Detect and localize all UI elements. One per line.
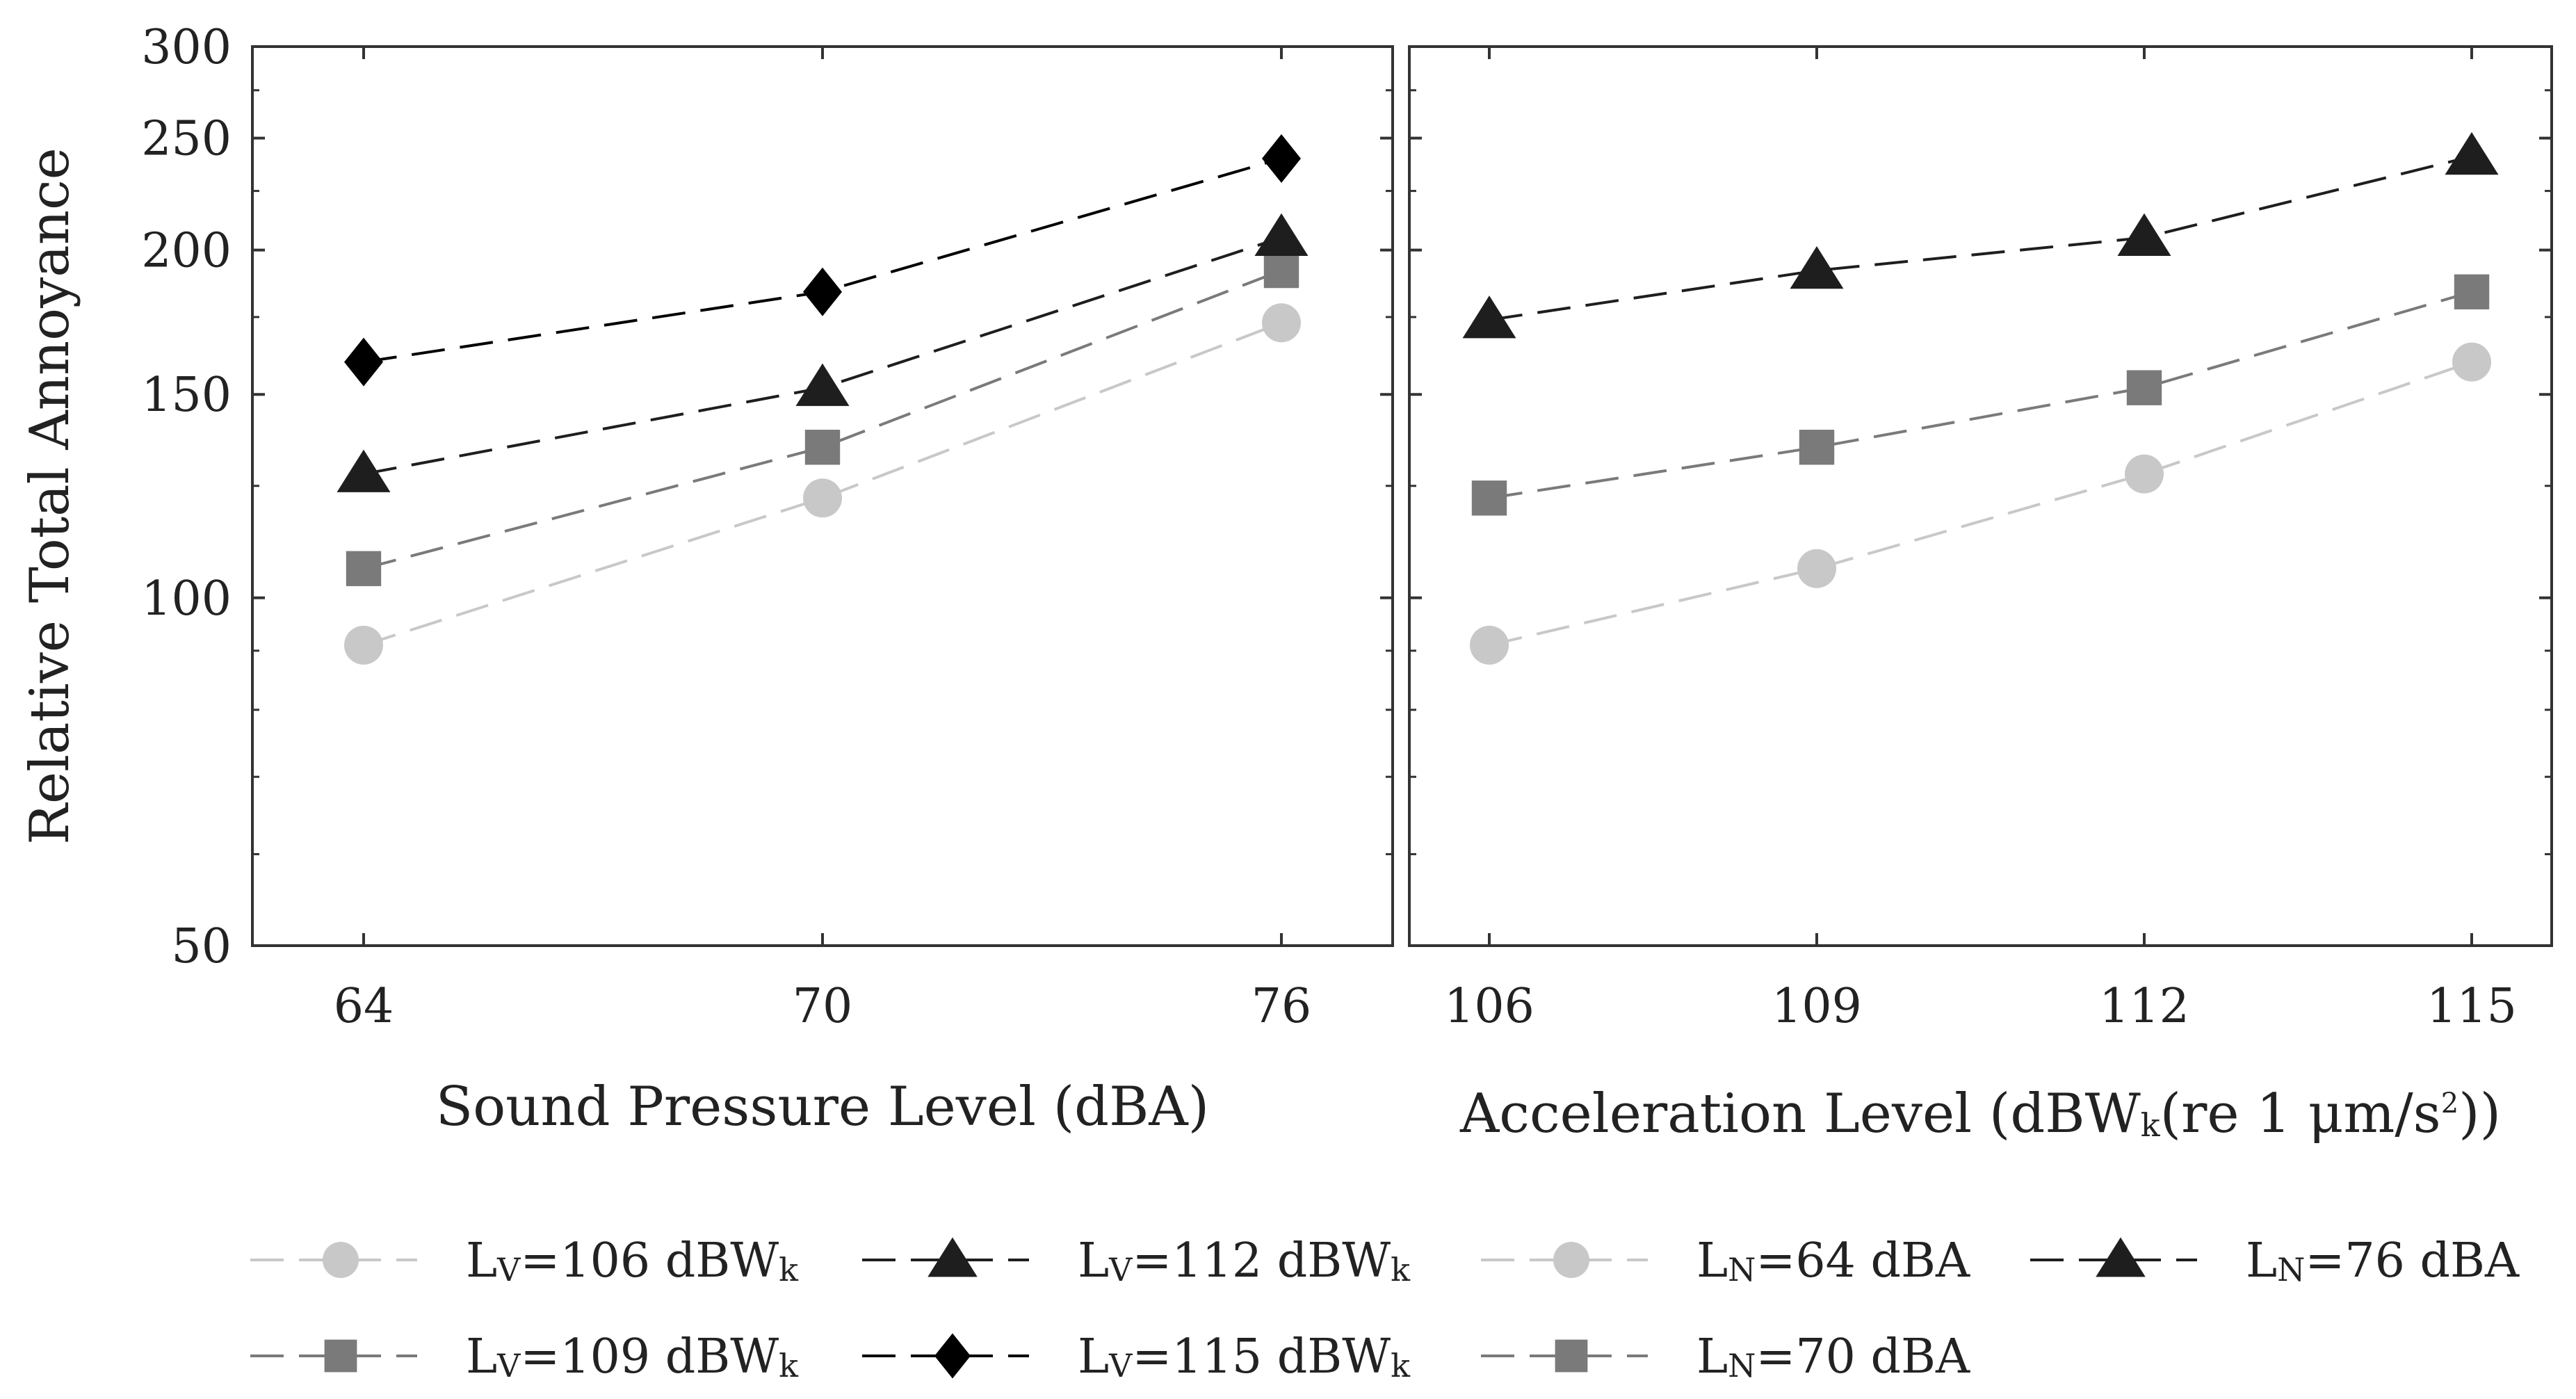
x-tick-label: 64 [334, 979, 394, 1034]
legend-marker [934, 1333, 971, 1379]
x-axis-title: Acceleration Level (dBWk(re 1 μm/s2)) [1459, 1083, 2501, 1145]
legend-item: LV=109 dBWk [250, 1329, 799, 1384]
plot-frame [1408, 45, 2553, 947]
data-point [344, 337, 383, 387]
data-point [804, 430, 841, 465]
left-panel: 50 100 150 200 250 300 64 70 76 Relative Total An… [19, 20, 1394, 1138]
data-point [803, 478, 842, 518]
data-point [2126, 370, 2162, 405]
data-point [337, 449, 391, 492]
data-point [2454, 274, 2490, 309]
legend-label: LV=109 dBWk [466, 1329, 799, 1384]
x-tick-label: 76 [1251, 979, 1312, 1034]
y-tick-label: 300 [141, 20, 232, 75]
data-point [795, 363, 850, 406]
x-tick-label: 109 [1772, 979, 1862, 1034]
legend-label: LN=64 dBA [1696, 1234, 1970, 1288]
legend-marker [1553, 1242, 1589, 1278]
legend-item: LN=76 dBA [2030, 1234, 2520, 1288]
legend-label: LN=70 dBA [1696, 1329, 1970, 1384]
series-line [1489, 155, 2472, 322]
x-tick-label: 70 [793, 979, 853, 1034]
y-tick-label: 50 [171, 919, 232, 974]
legend-label: LV=106 dBWk [466, 1234, 799, 1288]
data-point [346, 551, 382, 586]
data-point [1790, 246, 1844, 289]
legend-marker [2096, 1237, 2146, 1277]
legend-marker [1555, 1339, 1588, 1373]
legend-item: LN=70 dBA [1481, 1329, 1970, 1384]
data-point [1471, 480, 1507, 516]
data-point [2445, 132, 2499, 175]
x-tick-label: 106 [1444, 979, 1534, 1034]
x-tick-label: 112 [2099, 979, 2189, 1034]
y-tick-label: 100 [141, 572, 232, 626]
legend-marker [323, 1242, 359, 1278]
right-panel: 106 109 112 115 Acceleration Level (dBWk(re … [1408, 45, 2553, 1145]
legend-item: LV=106 dBWk [250, 1234, 799, 1288]
series-line [1489, 360, 2472, 647]
x-axis-title: Sound Pressure Level (dBA) [436, 1076, 1209, 1138]
y-tick-label: 200 [141, 224, 232, 279]
legend-label: LN=76 dBA [2246, 1234, 2520, 1288]
data-point [1462, 296, 1516, 339]
series-line [363, 157, 1282, 364]
legend-marker [324, 1339, 357, 1373]
series-line [363, 269, 1282, 570]
legend-marker [927, 1237, 978, 1277]
x-tick-label: 115 [2427, 979, 2517, 1034]
y-tick-label: 250 [141, 112, 232, 167]
data-point [2125, 454, 2164, 494]
data-point [1797, 549, 1836, 588]
data-point [1263, 252, 1299, 289]
data-point [1254, 213, 1309, 257]
data-point [1262, 134, 1301, 184]
data-point [1799, 430, 1835, 465]
y-axis-title: Relative Total Annoyance [19, 147, 81, 845]
data-point [2452, 342, 2491, 382]
data-point [1262, 303, 1301, 343]
series-line [363, 321, 1282, 647]
legend-item: LV=112 dBWk [862, 1234, 1411, 1288]
legend-item: LV=115 dBWk [862, 1329, 1411, 1384]
series-line [1489, 290, 2472, 500]
legend-item: LN=64 dBA [1481, 1234, 1970, 1288]
data-point [803, 267, 842, 316]
legend-label: LV=115 dBWk [1078, 1329, 1411, 1384]
y-tick-label: 150 [141, 368, 232, 423]
data-point [2117, 213, 2171, 257]
legend-label: LV=112 dBWk [1078, 1234, 1411, 1288]
data-point [1470, 625, 1509, 665]
data-point [344, 625, 383, 665]
